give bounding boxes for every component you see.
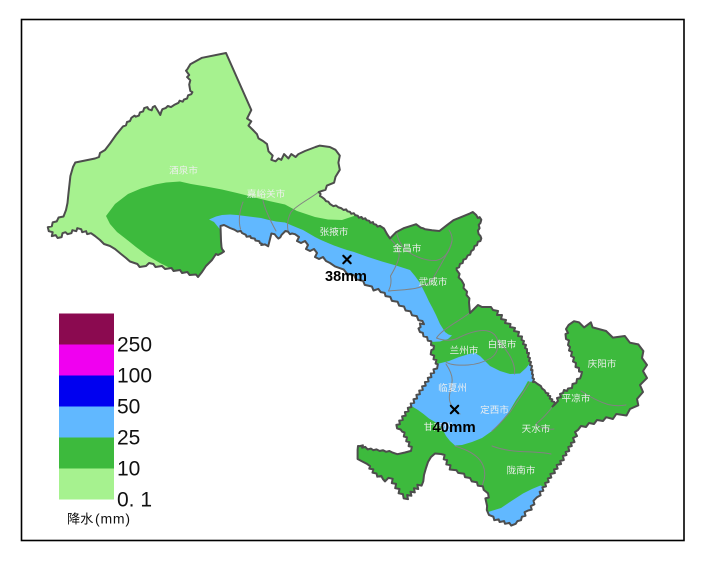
svg-text:10: 10 — [117, 458, 140, 481]
svg-text:38mm: 38mm — [325, 269, 367, 285]
svg-text:40mm: 40mm — [432, 419, 475, 436]
svg-text:100: 100 — [117, 365, 152, 388]
svg-text:0. 1: 0. 1 — [117, 489, 152, 512]
svg-text:250: 250 — [117, 334, 152, 357]
svg-text:50: 50 — [117, 396, 140, 419]
svg-text:25: 25 — [117, 427, 140, 450]
svg-text:(mm): (mm) — [95, 511, 131, 527]
